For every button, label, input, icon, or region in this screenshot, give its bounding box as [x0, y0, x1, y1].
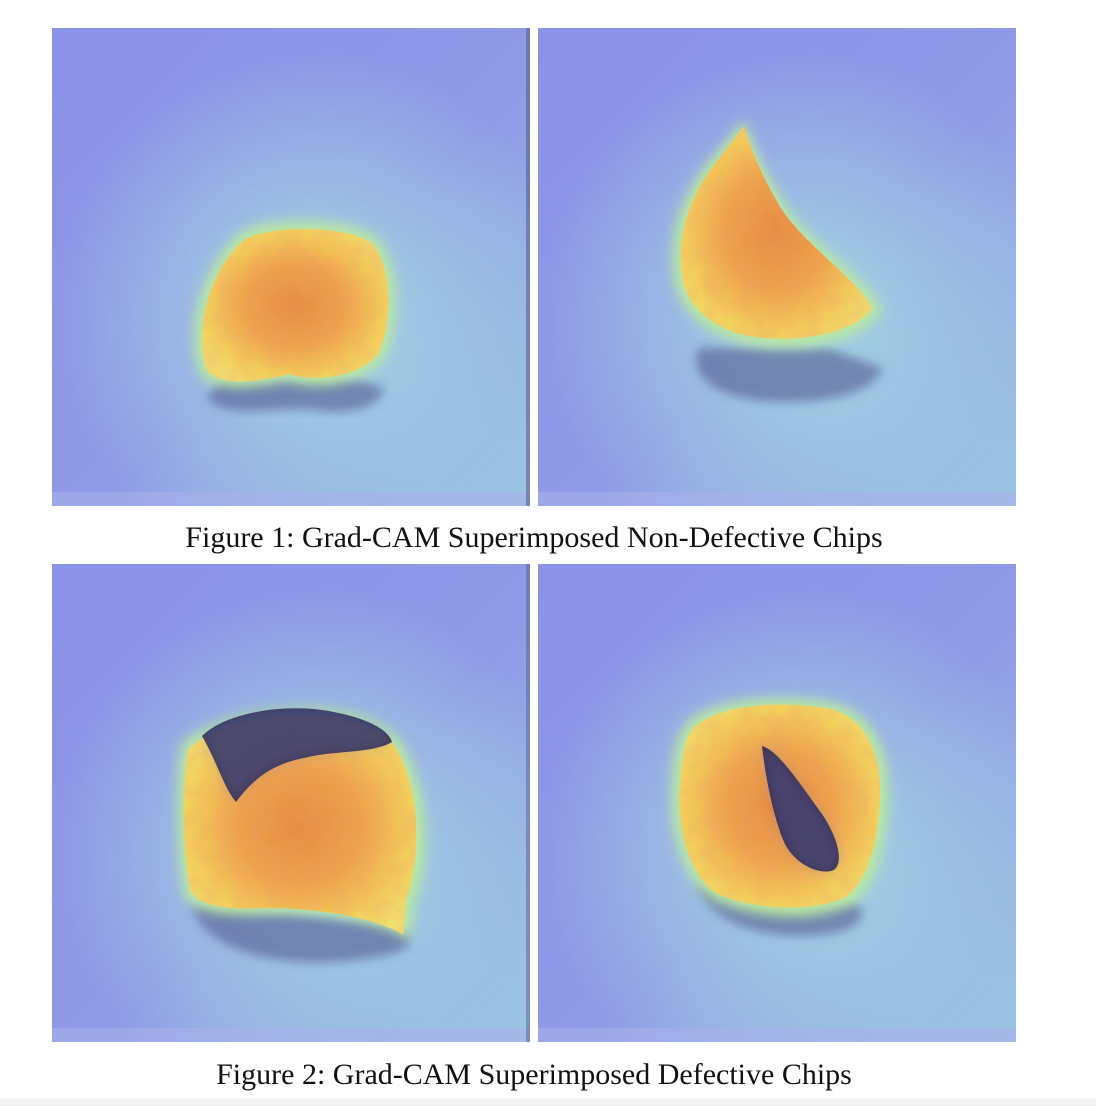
figure1-panel-left — [52, 28, 530, 506]
gradcam-nondefective-chip-image-2 — [538, 28, 1016, 506]
gradcam-defective-chip-image-2 — [538, 564, 1016, 1042]
gradcam-defective-chip-image-1 — [52, 564, 530, 1042]
figure1-panel-right — [538, 28, 1016, 506]
figure2-caption: Figure 2: Grad-CAM Superimposed Defectiv… — [216, 1058, 852, 1091]
figure1-caption: Figure 1: Grad-CAM Superimposed Non-Defe… — [185, 521, 883, 554]
figure2-panel-left — [52, 564, 530, 1042]
figure2-panel-right — [538, 564, 1016, 1042]
gradcam-nondefective-chip-image-1 — [52, 28, 530, 506]
page-bottom-edge — [0, 1098, 1096, 1106]
